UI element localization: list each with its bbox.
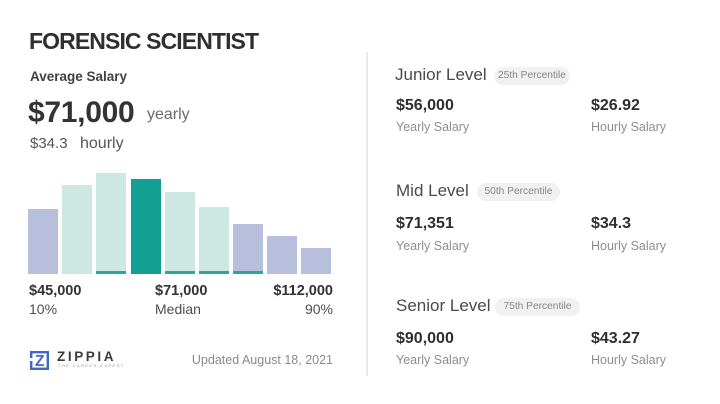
svg-text:Z: Z xyxy=(35,353,45,370)
